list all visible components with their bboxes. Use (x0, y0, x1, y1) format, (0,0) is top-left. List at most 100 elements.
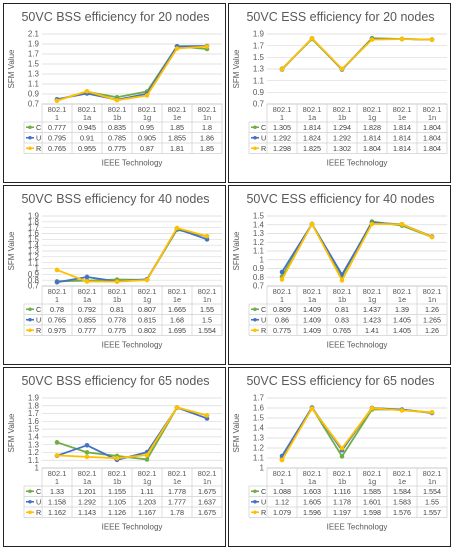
data-label: 1.584 (393, 487, 411, 496)
data-label: 1.55 (200, 305, 214, 314)
chart-panel-ess-40: 50VC ESS efficiency for 40 nodes 0.7 0.8 0.… (228, 185, 451, 365)
data-label: 1.596 (303, 508, 321, 517)
x-tick-label: 802.1 (198, 105, 217, 114)
data-label: 1.12 (275, 497, 289, 506)
y-tick-label: 1 (260, 464, 265, 473)
y-tick-label: 1.3 (28, 440, 40, 449)
legend-marker-C (253, 307, 257, 312)
data-label: 0.765 (48, 144, 66, 153)
data-point-R (84, 88, 90, 94)
data-label: 1.554 (423, 487, 441, 496)
x-tick-label: 1a (308, 295, 317, 304)
x-tick-label: 802.1 (333, 287, 352, 296)
data-label: 0.765 (48, 315, 66, 324)
data-label: 1.778 (168, 487, 186, 496)
legend-marker-R (28, 510, 32, 515)
chart-svg: 50VC ESS efficiency for 40 nodes0.70.80.… (232, 192, 448, 350)
y-tick-label: 1.1 (28, 80, 40, 89)
data-label: 1.55 (425, 497, 439, 506)
y-tick-label: 0.7 (253, 282, 265, 291)
legend-label: C (36, 487, 41, 496)
x-tick-label: 1e (173, 113, 181, 122)
series-line-U (56, 45, 208, 101)
data-label: 1.105 (108, 497, 126, 506)
legend-label: U (36, 497, 41, 506)
data-label: 1.305 (273, 123, 291, 132)
data-point-U (84, 274, 90, 280)
y-tick-label: 0.9 (28, 270, 40, 279)
data-point-R (339, 66, 345, 72)
data-label: 1.265 (423, 315, 441, 324)
x-tick-label: 802.1 (393, 287, 412, 296)
data-label: 1.583 (393, 497, 411, 506)
legend-label: C (261, 487, 266, 496)
data-label: 1.298 (273, 144, 291, 153)
legend-marker-R (253, 328, 257, 333)
legend-marker-R (28, 328, 32, 333)
data-point-R (279, 457, 285, 463)
x-tick-label: 1n (203, 477, 211, 486)
legend-label: C (261, 305, 266, 314)
chart-panel-bss-40: 50VC BSS efficiency for 40 nodes 0.7 0.8 0.… (3, 185, 226, 365)
data-label: 0.775 (108, 326, 126, 335)
y-tick-label: 1.1 (28, 456, 40, 465)
x-tick-label: 802.1 (363, 469, 382, 478)
y-tick-label: 1.4 (28, 241, 40, 250)
y-tick-label: 1.6 (253, 404, 265, 413)
y-tick-label: 1.1 (253, 454, 265, 463)
y-tick-label: 1.6 (28, 229, 40, 238)
x-tick-label: 802.1 (138, 287, 157, 296)
chart-panel-ess-20: 50VC ESS efficiency for 20 nodes 0.7 0.9 1.… (228, 3, 451, 183)
data-label: 1.814 (363, 133, 381, 142)
x-axis-label: IEEE Technology (102, 159, 163, 168)
data-label: 1.294 (333, 123, 351, 132)
data-label: 0.815 (138, 315, 156, 324)
data-point-R (144, 277, 150, 283)
x-tick-label: 1b (338, 477, 346, 486)
x-tick-label: 1g (143, 295, 151, 304)
x-tick-label: 802.1 (423, 469, 442, 478)
series-line-R (281, 222, 433, 282)
data-point-C (144, 457, 150, 462)
y-tick-label: 1.7 (28, 223, 40, 232)
y-tick-label: 1.2 (28, 448, 40, 457)
data-point-U (204, 237, 210, 242)
y-tick-label: 1.4 (253, 220, 265, 229)
y-tick-label: 1.1 (28, 258, 40, 267)
data-point-R (174, 46, 180, 51)
x-tick-label: 1n (203, 113, 211, 122)
data-label: 1.85 (170, 123, 184, 132)
y-tick-label: 1.7 (28, 50, 40, 59)
data-label: 0.81 (335, 305, 349, 314)
data-point-R (369, 37, 375, 42)
data-label: 1.804 (363, 144, 381, 153)
legend-marker-R (253, 510, 257, 515)
x-tick-label: 802.1 (363, 287, 382, 296)
data-label: 1.86 (200, 133, 214, 142)
data-label: 1.178 (333, 497, 351, 506)
data-label: 0.807 (138, 305, 156, 314)
x-tick-label: 1g (368, 295, 376, 304)
legend-label: U (261, 133, 266, 142)
x-tick-label: 1 (280, 295, 284, 304)
chart-panel-bss-65: 50VC BSS efficiency for 65 nodes 1 1.1 1.2 1… (3, 367, 226, 547)
series-line-C (56, 228, 208, 283)
data-label: 1.39 (395, 305, 409, 314)
data-point-R (429, 410, 435, 415)
data-label: 0.91 (80, 133, 94, 142)
y-tick-label: 0.7 (253, 100, 265, 109)
data-label: 0.87 (140, 144, 154, 153)
data-label: 1.088 (273, 487, 291, 496)
y-tick-label: 1.5 (253, 414, 265, 423)
y-tick-label: 0.7 (28, 100, 40, 109)
data-label: 1.81 (170, 144, 184, 153)
data-label: 1.554 (198, 326, 216, 335)
legend-label: U (36, 133, 41, 142)
data-point-R (144, 93, 150, 98)
data-label: 1.675 (198, 487, 216, 496)
data-label: 1.409 (303, 315, 321, 324)
y-tick-label: 1.7 (253, 41, 265, 50)
x-tick-label: 802.1 (168, 469, 187, 478)
x-tick-label: 1g (368, 113, 376, 122)
